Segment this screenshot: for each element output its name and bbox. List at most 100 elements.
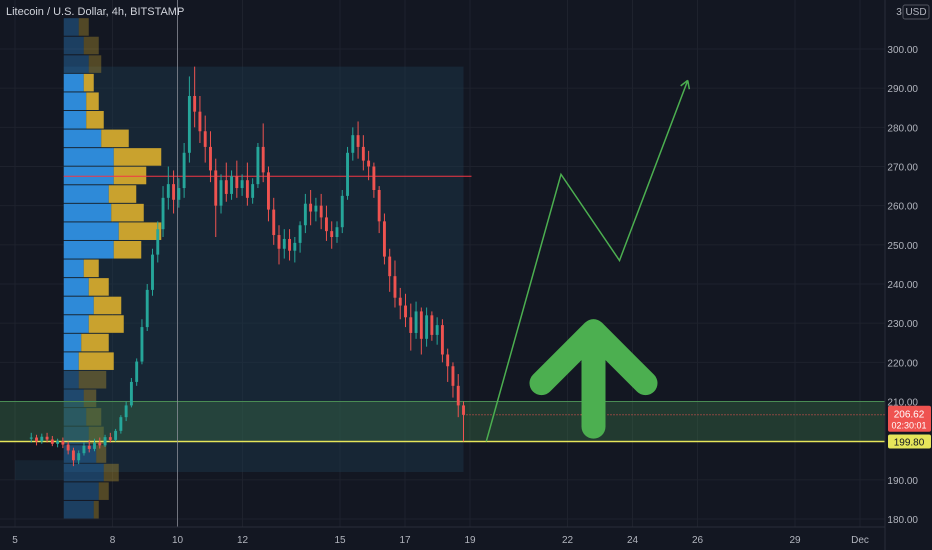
candle-body	[462, 405, 465, 415]
candle	[240, 174, 244, 196]
volume-profile-up-bar	[63, 389, 84, 408]
candle	[50, 435, 54, 447]
price-tick-label: 210.00	[887, 398, 918, 409]
candles	[29, 66, 885, 467]
time-tick-label: 12	[237, 535, 249, 546]
candle	[56, 438, 60, 448]
candle	[398, 287, 402, 320]
candle	[87, 439, 91, 453]
volume-profile-up-bar	[63, 92, 87, 111]
candle-body	[93, 442, 96, 449]
candle-body	[288, 238, 291, 251]
volume-profile-up-bar	[63, 203, 112, 222]
volume-profile-up-bar	[63, 500, 94, 519]
time-tick-label: 10	[172, 535, 184, 546]
candle	[124, 401, 128, 422]
candle-body	[340, 195, 344, 228]
time-tick-label: 24	[627, 535, 639, 546]
candle-body	[193, 96, 197, 112]
price-axis[interactable]: 300.00 290.00 280.00 270.00 260.00 250.00 240.…	[887, 45, 918, 526]
candle	[129, 378, 133, 408]
candle	[245, 162, 249, 206]
candle	[404, 293, 407, 328]
volume-profile-up-bar	[63, 426, 89, 445]
volume-profile-down-bar	[86, 111, 104, 129]
volume-profile-down-bar	[88, 55, 102, 73]
volume-profile-down-bar	[86, 92, 99, 111]
candle	[256, 143, 260, 189]
candle	[393, 260, 397, 308]
candle-body	[40, 436, 44, 442]
candle-body	[235, 176, 239, 189]
candle-body	[256, 146, 260, 185]
volume-profile-up-bar	[63, 185, 109, 203]
candle	[309, 190, 313, 226]
candle-countdown: 02:30:01	[891, 421, 926, 431]
candle	[346, 146, 349, 200]
currency-label[interactable]: USD	[905, 7, 926, 18]
currency-button[interactable]	[902, 4, 930, 20]
candle-body	[267, 172, 270, 210]
candle	[119, 415, 123, 434]
volume-profile-up-bar	[63, 482, 99, 500]
candle-body	[198, 111, 202, 132]
candle	[361, 135, 365, 171]
candle-body	[87, 445, 91, 449]
volume-profile-up-bar	[63, 73, 84, 92]
candle	[435, 317, 439, 345]
candle-body	[29, 437, 33, 439]
volume-profile-down-bar	[96, 445, 107, 463]
candle-body	[203, 131, 207, 147]
candle	[451, 362, 455, 398]
candle-body	[298, 225, 302, 243]
support-price-badge	[888, 434, 931, 449]
volume-profile-down-bar	[83, 259, 99, 278]
up-arrow-icon	[529, 319, 658, 439]
candle	[319, 193, 323, 230]
candle	[209, 131, 212, 183]
candle	[35, 434, 38, 446]
volume-profile-up-bar	[63, 55, 89, 73]
price-tick-label: 240.00	[887, 280, 918, 291]
candle	[251, 178, 255, 204]
time-tick-label: 5	[12, 535, 18, 546]
candle	[219, 174, 223, 214]
volume-profile-down-bar	[86, 408, 102, 426]
candle-body	[124, 405, 128, 418]
candle	[145, 284, 149, 331]
candle	[166, 166, 170, 210]
candle-body	[372, 166, 376, 190]
candle	[340, 190, 344, 234]
candle	[66, 441, 70, 455]
candle-body	[187, 96, 191, 153]
symbol-title: Litecoin / U.S. Dollar, 4h, BITSTAMP	[6, 6, 184, 18]
candle	[324, 205, 328, 241]
candle-body	[61, 441, 65, 445]
candle	[382, 213, 386, 265]
volume-profile	[0, 18, 885, 519]
candle-body	[129, 381, 133, 406]
candle	[177, 178, 181, 208]
volume-profile-up-bar	[63, 36, 84, 55]
projection-path	[485, 80, 689, 442]
candle	[462, 401, 465, 442]
price-tick-label: 220.00	[887, 358, 918, 369]
time-axis[interactable]: 5 8 10 12 15 17 19 22 24 26 29 Dec	[0, 526, 885, 546]
candle	[71, 447, 75, 467]
volume-profile-up-bar	[63, 278, 89, 296]
candle	[440, 319, 444, 363]
candle	[272, 197, 276, 245]
candle-body	[451, 366, 455, 386]
candle-body	[240, 180, 244, 189]
candle-body	[293, 242, 297, 251]
volume-profile-down-bar	[103, 463, 119, 482]
candle-body	[45, 436, 49, 440]
candle-body	[219, 180, 223, 206]
candle	[330, 221, 334, 249]
candle-body	[182, 152, 186, 189]
candle	[98, 437, 102, 449]
candle-body	[114, 430, 118, 440]
time-tick-label: 22	[562, 535, 574, 546]
candle-body	[335, 227, 339, 237]
